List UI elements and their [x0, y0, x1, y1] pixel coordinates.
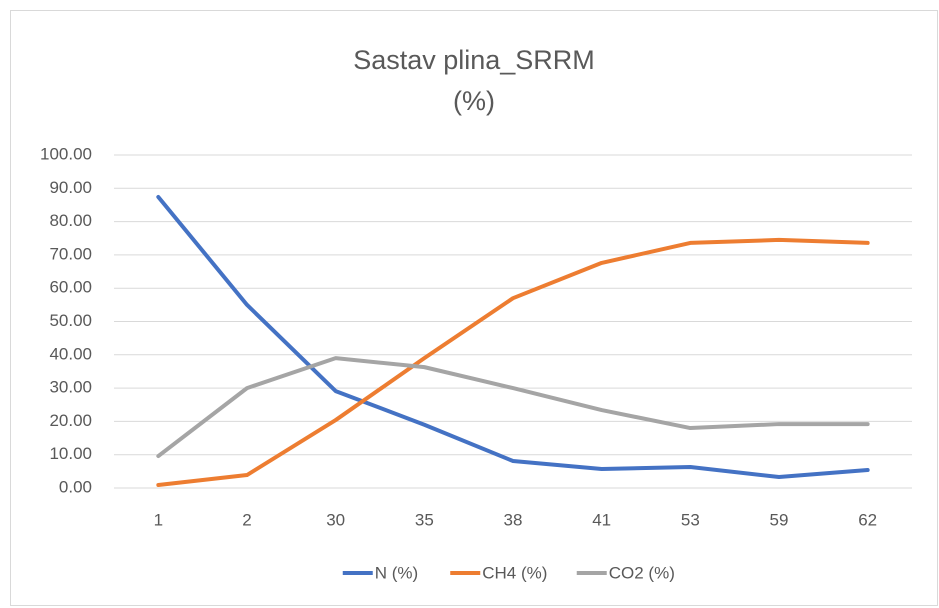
legend-label: CO2 (%) — [609, 563, 675, 582]
chart-subtitle: (%) — [453, 86, 495, 116]
data-line — [156, 356, 870, 459]
x-tick-label: 59 — [770, 510, 789, 529]
data-line — [156, 194, 870, 480]
y-tick-label: 40.00 — [49, 344, 92, 363]
y-tick-label: 0.00 — [59, 477, 92, 496]
x-tick-label: 62 — [858, 510, 877, 529]
y-tick-label: 30.00 — [49, 378, 92, 397]
y-tick-label: 60.00 — [49, 278, 92, 297]
x-tick-label: 1 — [154, 510, 163, 529]
y-tick-label: 10.00 — [49, 444, 92, 463]
x-tick-label: 35 — [415, 510, 434, 529]
x-tick-label: 2 — [242, 510, 251, 529]
y-tick-label: 50.00 — [49, 311, 92, 330]
chart-frame — [10, 10, 938, 606]
x-tick-label: 41 — [592, 510, 611, 529]
x-tick-label: 53 — [681, 510, 700, 529]
y-tick-label: 100.00 — [40, 144, 92, 163]
chart-title: Sastav plina_SRRM — [353, 45, 595, 75]
legend-label: CH4 (%) — [482, 563, 547, 582]
y-tick-label: 90.00 — [49, 178, 92, 197]
y-tick-label: 20.00 — [49, 411, 92, 430]
x-tick-label: 30 — [326, 510, 345, 529]
y-tick-label: 80.00 — [49, 211, 92, 230]
data-line — [156, 237, 870, 488]
y-tick-label: 70.00 — [49, 244, 92, 263]
legend-label: N (%) — [375, 563, 418, 582]
x-tick-label: 38 — [504, 510, 523, 529]
